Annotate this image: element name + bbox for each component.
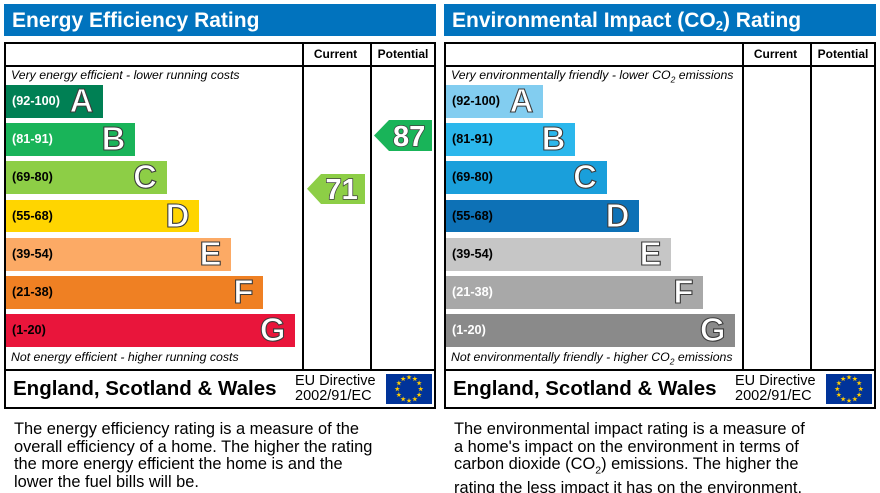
svg-text:71: 71 bbox=[325, 174, 357, 204]
svg-text:87: 87 bbox=[393, 121, 425, 151]
